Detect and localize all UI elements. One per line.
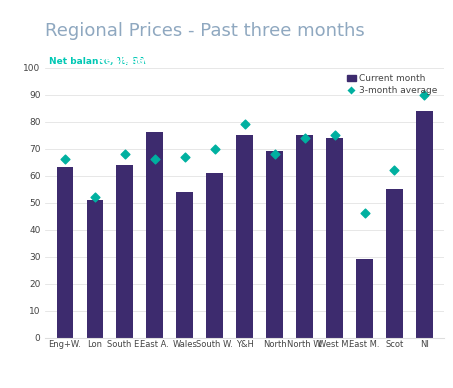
Bar xyxy=(386,189,403,338)
Text: Regional Prices - Past three months: Regional Prices - Past three months xyxy=(45,22,365,40)
Bar xyxy=(416,111,433,338)
Bar xyxy=(326,138,343,338)
Point xyxy=(301,135,308,141)
Point xyxy=(241,121,248,127)
Point xyxy=(91,194,98,200)
Text: Regional Breakdown - Prices - Last 3 Months: Regional Breakdown - Prices - Last 3 Mon… xyxy=(97,56,360,66)
Point xyxy=(121,151,128,157)
Point xyxy=(151,156,159,163)
Bar xyxy=(266,151,283,338)
Bar xyxy=(236,135,253,338)
Bar xyxy=(207,173,223,338)
Point xyxy=(271,151,278,157)
Bar xyxy=(116,165,133,338)
Bar xyxy=(146,132,163,338)
Point xyxy=(331,132,338,138)
Point xyxy=(421,92,428,98)
Bar xyxy=(57,168,73,338)
Legend: Current month, 3-month average: Current month, 3-month average xyxy=(345,72,439,97)
Bar xyxy=(296,135,313,338)
Bar xyxy=(87,200,103,338)
Point xyxy=(181,154,188,160)
Point xyxy=(61,156,68,163)
Bar xyxy=(176,192,193,338)
Point xyxy=(211,146,218,152)
Point xyxy=(391,167,398,173)
Text: Net balance, %, SA: Net balance, %, SA xyxy=(49,57,146,66)
Bar xyxy=(356,259,373,338)
Point xyxy=(361,210,368,217)
